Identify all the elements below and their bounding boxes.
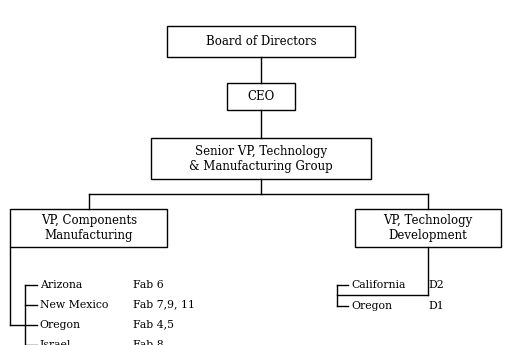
Text: California: California bbox=[351, 280, 406, 289]
Text: D1: D1 bbox=[428, 301, 444, 311]
Text: Oregon: Oregon bbox=[40, 320, 81, 329]
Bar bbox=[227, 83, 295, 110]
Bar bbox=[167, 26, 355, 57]
Text: Fab 6: Fab 6 bbox=[133, 280, 164, 289]
Bar bbox=[151, 138, 371, 179]
Text: D2: D2 bbox=[428, 280, 444, 289]
Text: Senior VP, Technology
& Manufacturing Group: Senior VP, Technology & Manufacturing Gr… bbox=[189, 145, 333, 173]
Text: Oregon: Oregon bbox=[351, 301, 393, 311]
Bar bbox=[10, 209, 167, 247]
Text: New Mexico: New Mexico bbox=[40, 300, 108, 309]
Text: VP, Technology
Development: VP, Technology Development bbox=[384, 214, 472, 242]
Bar bbox=[355, 209, 501, 247]
Text: Board of Directors: Board of Directors bbox=[206, 35, 316, 48]
Text: CEO: CEO bbox=[247, 90, 275, 103]
Text: Fab 7,9, 11: Fab 7,9, 11 bbox=[133, 300, 195, 309]
Text: VP, Components
Manufacturing: VP, Components Manufacturing bbox=[41, 214, 137, 242]
Text: Israel: Israel bbox=[40, 340, 71, 345]
Text: Fab 8: Fab 8 bbox=[133, 340, 164, 345]
Text: Arizona: Arizona bbox=[40, 280, 82, 289]
Text: Fab 4,5: Fab 4,5 bbox=[133, 320, 174, 329]
